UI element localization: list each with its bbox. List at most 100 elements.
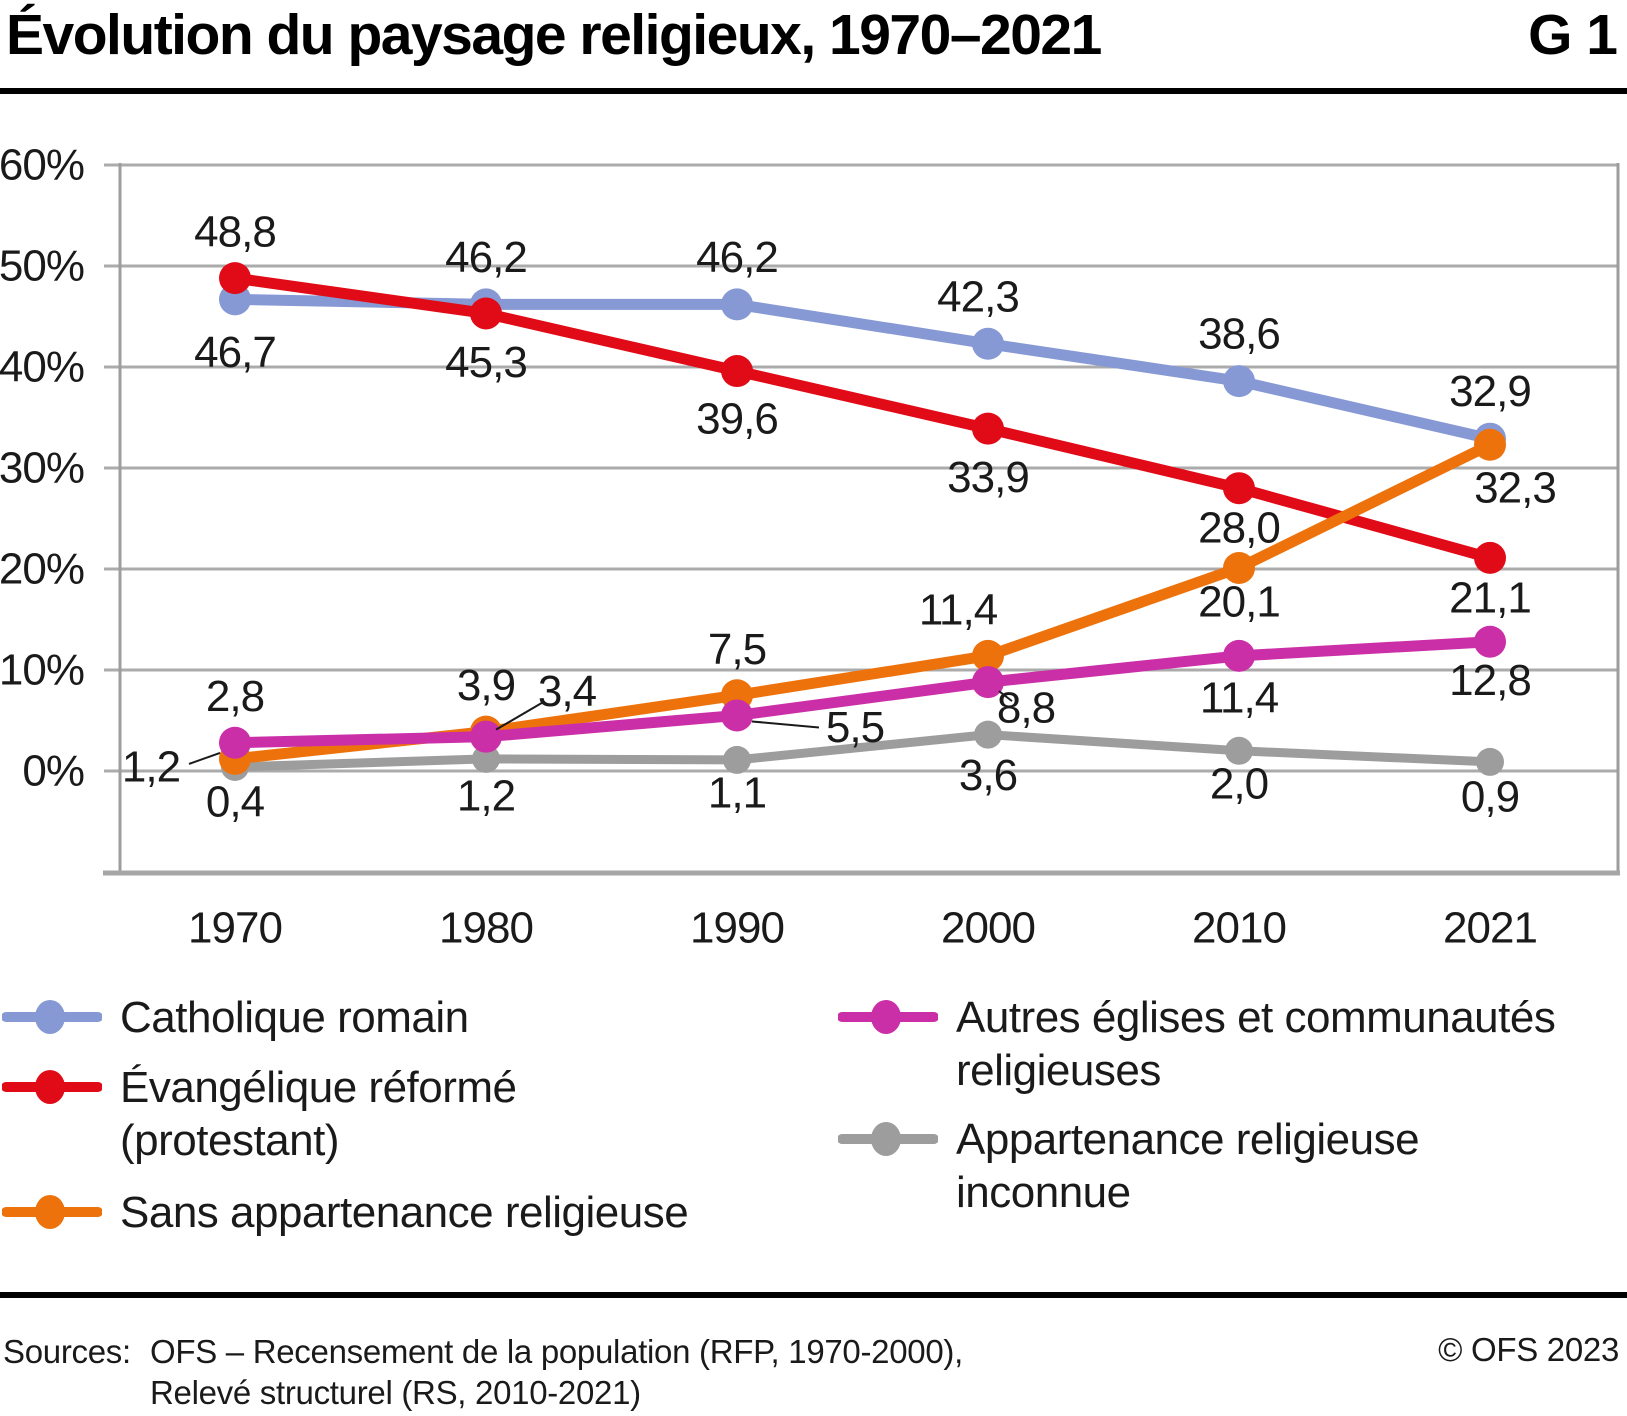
- legend-label: Autres églises et communautés religieuses: [956, 993, 1556, 1095]
- data-point: [972, 412, 1004, 445]
- data-point: [1223, 365, 1255, 398]
- data-point: [721, 699, 753, 732]
- data-point: [1223, 639, 1255, 672]
- legend-label: Évangélique réformé (protestant): [120, 1063, 517, 1165]
- data-value-label: 21,1: [1449, 573, 1531, 622]
- copyright-note: © OFS 2023: [1438, 1331, 1619, 1368]
- legend-item-catholique-romain: Catholique romain: [2, 991, 469, 1044]
- legend-label: Appartenance religieuse inconnue: [956, 1115, 1420, 1217]
- legend-item-sans-appartenance: Sans appartenance religieuse: [2, 1186, 689, 1239]
- data-point: [219, 726, 251, 759]
- data-point: [470, 720, 502, 753]
- line-chart: 60% 50% 40% 30% 20% 10% 0% 1970 1980 1990 2000 2010…: [0, 141, 1620, 951]
- sources-block: Sources: OFS – Recensement de la populat…: [3, 1331, 963, 1413]
- data-value-label: 12,8: [1449, 656, 1531, 705]
- data-value-label: 42,3: [937, 272, 1019, 321]
- y-axis-tick-label: 40%: [0, 343, 84, 392]
- sources-label: Sources:: [3, 1333, 131, 1370]
- legend-marker-icon: [2, 1070, 102, 1104]
- x-axis-tick-label: 1970: [188, 904, 282, 951]
- y-axis-tick-label: 30%: [0, 444, 84, 493]
- data-value-label: 3,6: [959, 751, 1017, 800]
- data-value-label: 32,3: [1474, 463, 1556, 512]
- legend-marker-icon: [2, 1000, 102, 1034]
- legend-item-appartenance-inconnue: Appartenance religieuse inconnue: [838, 1113, 1420, 1219]
- data-value-label: 38,6: [1198, 310, 1280, 359]
- graphic-id: G 1: [1528, 3, 1618, 67]
- legend-marker-icon: [2, 1195, 102, 1229]
- label-leader-line: [495, 700, 545, 731]
- data-value-label: 39,6: [696, 395, 778, 444]
- x-axis-tick-label: 2021: [1443, 904, 1537, 951]
- data-point: [972, 327, 1004, 360]
- data-point: [1474, 625, 1506, 658]
- data-point: [1474, 541, 1506, 574]
- data-value-label: 11,4: [919, 585, 998, 634]
- label-leader-line: [188, 751, 221, 765]
- x-axis-tick-label: 1990: [690, 904, 784, 951]
- sources-lines: OFS – Recensement de la population (RFP,…: [150, 1331, 963, 1413]
- data-value-label: 5,5: [826, 703, 884, 752]
- data-value-label: 33,9: [947, 453, 1029, 502]
- y-axis-tick-label: 10%: [0, 646, 84, 695]
- data-point: [1476, 747, 1504, 776]
- data-point: [472, 744, 500, 773]
- data-value-label: 46,2: [696, 233, 778, 282]
- data-point: [972, 666, 1004, 699]
- data-value-label: 1,1: [708, 768, 766, 817]
- data-value-label: 2,0: [1210, 759, 1268, 808]
- data-point: [972, 639, 1004, 672]
- data-point: [721, 355, 753, 388]
- data-value-label: 46,2: [445, 233, 527, 282]
- data-point: [723, 745, 751, 774]
- data-value-label: 11,4: [1200, 673, 1279, 722]
- data-value-label: 3,4: [538, 667, 597, 716]
- data-value-label: 20,1: [1198, 577, 1280, 626]
- data-value-label: 32,9: [1449, 367, 1531, 416]
- legend-marker-icon: [838, 1000, 938, 1034]
- data-point: [470, 297, 502, 330]
- data-value-label: 45,3: [445, 338, 527, 387]
- data-value-label: 3,9: [457, 661, 515, 710]
- data-value-label: 28,0: [1198, 504, 1280, 553]
- y-axis-tick-label: 60%: [0, 141, 84, 190]
- y-axis-tick-label: 20%: [0, 545, 84, 594]
- data-point: [1225, 736, 1253, 765]
- data-value-label: 0,9: [1461, 772, 1519, 821]
- sources-line-1: OFS – Recensement de la population (RFP,…: [150, 1333, 963, 1370]
- data-point: [721, 288, 753, 321]
- series-line: [230, 730, 1495, 772]
- data-value-label: 46,7: [194, 328, 276, 377]
- sources-line-2: Relevé structurel (RS, 2010-2021): [150, 1374, 641, 1411]
- series-line: [229, 272, 1496, 564]
- series-line: [229, 293, 1496, 445]
- x-axis-tick-label: 2000: [941, 904, 1035, 951]
- y-axis-tick-label: 0%: [22, 747, 84, 796]
- title-divider: [0, 88, 1627, 94]
- x-axis-tick-label: 1980: [439, 904, 533, 951]
- label-leader-line: [998, 690, 1013, 702]
- legend-label: Catholique romain: [120, 993, 469, 1042]
- legend-label: Sans appartenance religieuse: [120, 1188, 689, 1237]
- footer-divider: [0, 1292, 1627, 1298]
- data-value-label: 48,8: [194, 208, 276, 257]
- y-axis-tick-label: 50%: [0, 242, 84, 291]
- data-value-label: 8,8: [997, 684, 1055, 733]
- legend-item-autres-eglises: Autres églises et communautés religieuses: [838, 991, 1556, 1097]
- data-value-label: 1,2: [122, 742, 180, 791]
- data-value-label: 0,4: [206, 777, 265, 826]
- data-point: [219, 262, 251, 295]
- legend-marker-icon: [838, 1122, 938, 1156]
- data-value-label: 2,8: [206, 672, 264, 721]
- data-value-label: 1,2: [457, 771, 515, 820]
- x-axis-tick-label: 2010: [1192, 904, 1286, 951]
- data-point: [1223, 551, 1255, 584]
- series-line: [229, 636, 1496, 749]
- page-title: Évolution du paysage religieux, 1970–202…: [6, 3, 1102, 67]
- data-value-label: 7,5: [708, 625, 766, 674]
- data-point: [1223, 472, 1255, 505]
- data-point: [1474, 428, 1506, 461]
- legend-item-evangelique-reforme: Évangélique réformé (protestant): [2, 1061, 517, 1167]
- data-point: [974, 720, 1002, 749]
